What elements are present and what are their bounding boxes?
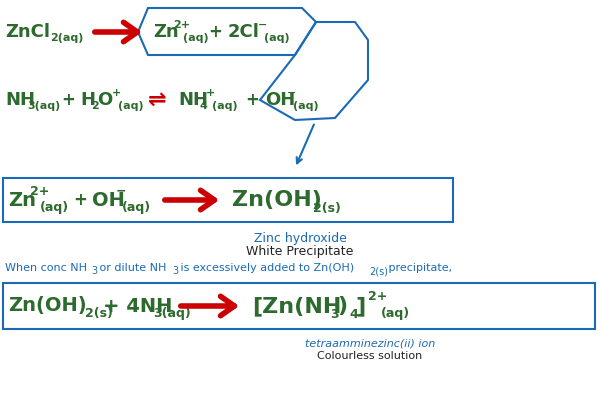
Text: 4: 4	[200, 101, 208, 111]
Text: +: +	[112, 88, 121, 98]
Text: 2(aq): 2(aq)	[50, 33, 83, 43]
Text: OH: OH	[265, 91, 295, 109]
Text: (aq): (aq)	[293, 101, 319, 111]
FancyArrowPatch shape	[95, 22, 137, 42]
Text: +: +	[208, 23, 222, 41]
Text: 2(s): 2(s)	[313, 201, 341, 214]
Text: 3: 3	[91, 266, 97, 276]
Text: O: O	[97, 91, 112, 109]
Text: 2Cl: 2Cl	[228, 23, 260, 41]
Text: Zn(OH): Zn(OH)	[8, 297, 86, 316]
Text: 3(aq): 3(aq)	[27, 101, 60, 111]
Text: (aq): (aq)	[40, 201, 69, 214]
Text: OH: OH	[92, 191, 125, 210]
Text: Zn: Zn	[153, 23, 179, 41]
Text: When conc NH: When conc NH	[5, 263, 87, 273]
Text: is excessively added to Zn(OH): is excessively added to Zn(OH)	[177, 263, 354, 273]
Text: 2(s): 2(s)	[369, 266, 388, 276]
Text: 2(s): 2(s)	[85, 307, 113, 320]
Text: 2: 2	[91, 101, 99, 111]
Text: +: +	[61, 91, 75, 109]
FancyArrowPatch shape	[181, 296, 235, 316]
Text: 2+: 2+	[30, 184, 49, 197]
Text: [Zn(NH: [Zn(NH	[252, 296, 341, 316]
Text: Zn(OH): Zn(OH)	[232, 190, 322, 210]
Text: (aq): (aq)	[183, 33, 209, 43]
Text: (aq): (aq)	[122, 201, 151, 214]
Text: (aq): (aq)	[264, 33, 290, 43]
FancyArrowPatch shape	[165, 190, 214, 210]
Text: +: +	[73, 191, 87, 209]
Text: 3: 3	[172, 266, 178, 276]
Text: White Precipitate: White Precipitate	[247, 245, 353, 258]
Text: tetraamminezinc(ii) ion: tetraamminezinc(ii) ion	[305, 338, 435, 348]
Text: 3: 3	[330, 307, 338, 320]
Text: 2+: 2+	[368, 290, 388, 303]
Text: −: −	[287, 88, 296, 98]
Text: + 4NH: + 4NH	[103, 297, 172, 316]
Text: −: −	[258, 20, 268, 30]
Text: Zinc hydroxide: Zinc hydroxide	[254, 232, 346, 245]
Text: ⇌: ⇌	[148, 90, 166, 110]
Text: ZnCl: ZnCl	[5, 23, 50, 41]
Text: +: +	[206, 88, 215, 98]
Text: 3(aq): 3(aq)	[153, 307, 191, 320]
Text: precipitate,: precipitate,	[385, 263, 452, 273]
Text: or dilute NH: or dilute NH	[96, 263, 166, 273]
Text: −: −	[116, 184, 127, 197]
Text: ): )	[337, 296, 347, 316]
Text: Zn: Zn	[8, 191, 36, 210]
Text: NH: NH	[178, 91, 208, 109]
Text: Colourless solution: Colourless solution	[317, 351, 422, 361]
Text: ]: ]	[355, 296, 365, 316]
Text: 4: 4	[349, 307, 358, 320]
Text: (aq): (aq)	[118, 101, 143, 111]
Text: (aq): (aq)	[381, 307, 410, 320]
Text: (aq): (aq)	[212, 101, 238, 111]
Text: H: H	[80, 91, 95, 109]
Text: +: +	[245, 91, 259, 109]
Text: 2+: 2+	[173, 20, 190, 30]
Text: NH: NH	[5, 91, 35, 109]
